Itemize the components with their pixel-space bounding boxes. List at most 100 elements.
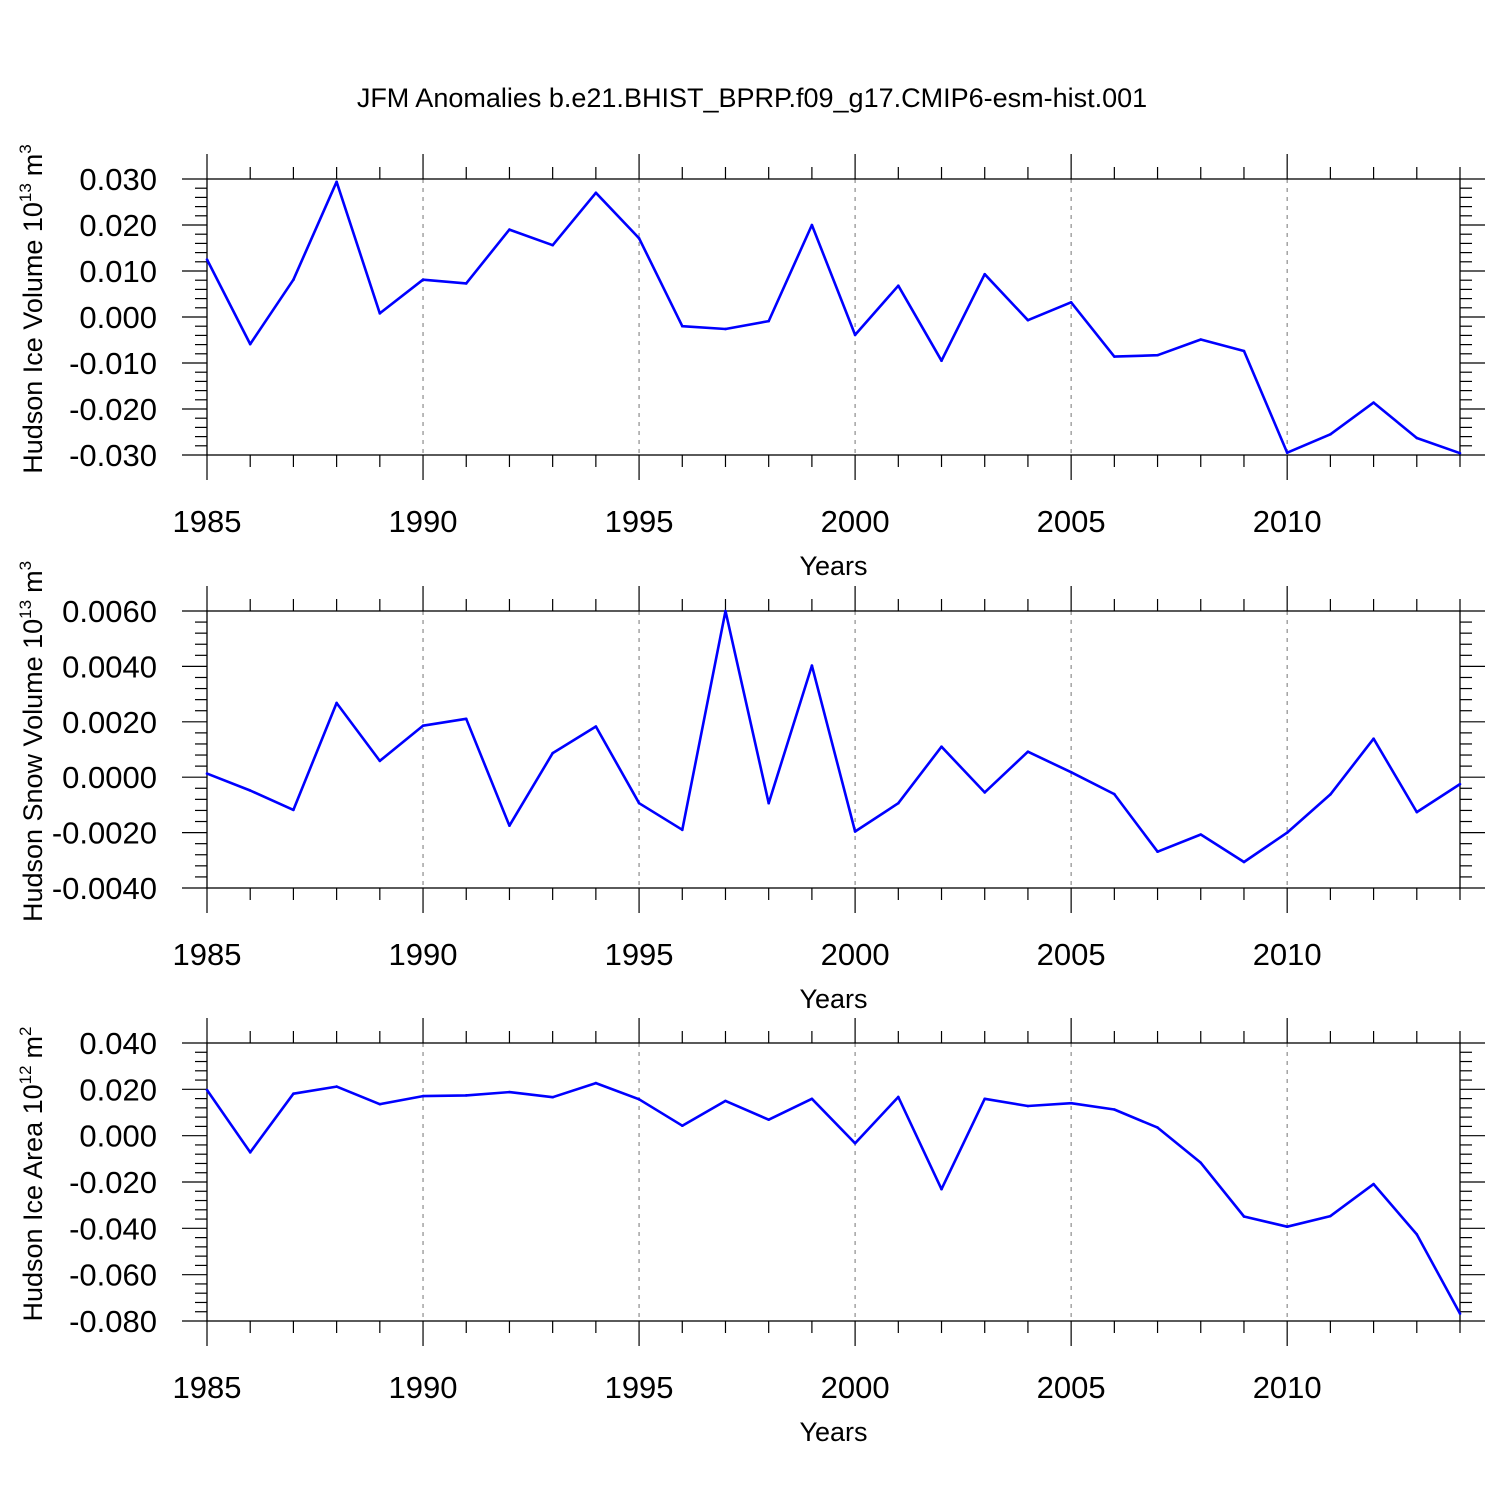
- y-tick-label: -0.080: [69, 1304, 157, 1339]
- data-point: [897, 284, 900, 288]
- data-point: [378, 1102, 382, 1106]
- data-point: [464, 1094, 468, 1097]
- data-point: [1458, 1312, 1462, 1315]
- data-point: [1458, 451, 1462, 455]
- y-tick-label: -0.020: [69, 392, 157, 427]
- y-tick-label: 0.010: [79, 254, 157, 289]
- plot-frame: [206, 1042, 1461, 1322]
- x-tick-label: 2000: [821, 1370, 890, 1405]
- data-point: [1372, 737, 1375, 740]
- data-point: [1113, 1108, 1116, 1111]
- y-axis-label: Hudson Ice Volume 1013 m3: [16, 144, 48, 474]
- plot-frame: [206, 610, 1461, 889]
- data-point: [464, 282, 468, 285]
- y-tick-label: 0.030: [79, 162, 157, 197]
- plot-frame: [206, 178, 1461, 456]
- data-point: [335, 180, 338, 184]
- x-tick-label: 2005: [1037, 1370, 1106, 1405]
- data-point: [248, 789, 252, 792]
- data-point: [205, 1088, 209, 1092]
- data-point: [1285, 1225, 1289, 1229]
- y-tick-label: -0.010: [69, 346, 157, 381]
- data-point: [897, 1095, 900, 1099]
- data-point: [1069, 300, 1073, 304]
- data-point: [1156, 850, 1159, 854]
- data-point: [292, 1092, 295, 1096]
- y-axis-label-text: Hudson Ice Volume 10: [18, 202, 48, 474]
- y-tick-label: 0.0020: [62, 705, 157, 740]
- y-axis-label-exponent: 13: [16, 600, 35, 619]
- data-point: [551, 1095, 554, 1099]
- x-axis-label: Years: [799, 984, 867, 1014]
- data-point: [940, 359, 943, 363]
- x-axis-label: Years: [799, 1417, 867, 1447]
- data-point: [724, 609, 727, 613]
- data-point: [335, 1085, 338, 1088]
- data-point: [1285, 831, 1289, 834]
- x-tick-label: 1995: [605, 1370, 674, 1405]
- data-point: [1026, 750, 1030, 754]
- data-point: [205, 258, 209, 261]
- data-point: [1372, 401, 1375, 404]
- x-tick-label: 2010: [1253, 504, 1322, 539]
- data-point: [508, 824, 511, 827]
- panel-1: 1985 1990 1995 2000 2005 2010 -0.030 -0.020 -0.0…: [16, 144, 1485, 581]
- data-point: [292, 278, 295, 282]
- data-point: [508, 1090, 511, 1094]
- data-point: [637, 1097, 641, 1101]
- data-point: [292, 808, 295, 812]
- data-point: [983, 272, 987, 276]
- data-point: [335, 701, 338, 705]
- data-point: [853, 830, 857, 833]
- data-point: [1415, 810, 1419, 814]
- y-axis-label-unit-exponent: 3: [16, 144, 35, 153]
- data-point: [1458, 782, 1462, 786]
- data-point: [897, 801, 900, 805]
- data-point: [767, 1118, 770, 1121]
- panel-2: 1985 1990 1995 2000 2005 2010 -0.0040 -0.0020 0.…: [16, 561, 1485, 1014]
- y-tick-label: 0.020: [79, 208, 157, 243]
- y-axis-label-text: Hudson Ice Area 10: [18, 1084, 48, 1321]
- data-point: [1156, 353, 1159, 357]
- y-axis-label-unit-exponent: 2: [16, 1026, 35, 1035]
- data-point: [421, 1094, 425, 1098]
- data-point: [1069, 770, 1073, 774]
- series-line: [205, 1081, 1462, 1315]
- data-point: [1113, 355, 1116, 358]
- data-point: [1285, 451, 1289, 455]
- chart-title: JFM Anomalies b.e21.BHIST_BPRP.f09_g17.C…: [357, 83, 1147, 113]
- data-point: [378, 759, 382, 763]
- data-point: [767, 319, 770, 323]
- y-tick-label: 0.000: [79, 1119, 157, 1154]
- x-tick-label: 2010: [1253, 1370, 1322, 1405]
- data-point: [680, 828, 684, 832]
- y-axis-label-exponent: 12: [16, 1065, 35, 1084]
- data-point: [1199, 833, 1203, 836]
- data-point: [810, 223, 814, 227]
- data-point: [810, 1097, 814, 1101]
- data-point: [551, 243, 554, 247]
- data-point: [1372, 1182, 1375, 1186]
- y-tick-label: 0.000: [79, 300, 157, 335]
- y-tick-label: -0.0020: [52, 816, 157, 851]
- data-point: [680, 1124, 684, 1128]
- data-point: [637, 237, 641, 240]
- data-point: [983, 791, 987, 794]
- panels: 1985 1990 1995 2000 2005 2010 -0.030 -0.020 -0.0…: [16, 144, 1485, 1447]
- data-point: [1415, 1233, 1419, 1236]
- data-point: [378, 312, 382, 315]
- x-tick-label: 1995: [605, 937, 674, 972]
- data-point: [1242, 1215, 1246, 1218]
- x-tick-label: 1990: [389, 937, 458, 972]
- data-point: [464, 717, 468, 721]
- y-axis-label-exponent: 13: [16, 183, 35, 202]
- data-point: [767, 801, 770, 805]
- data-point: [1415, 436, 1419, 440]
- x-tick-label: 2005: [1037, 937, 1106, 972]
- data-point: [1156, 1126, 1159, 1129]
- y-tick-label: -0.040: [69, 1211, 157, 1246]
- data-point: [1242, 860, 1246, 864]
- x-tick-label: 1985: [173, 1370, 242, 1405]
- y-tick-label: -0.0040: [52, 871, 157, 906]
